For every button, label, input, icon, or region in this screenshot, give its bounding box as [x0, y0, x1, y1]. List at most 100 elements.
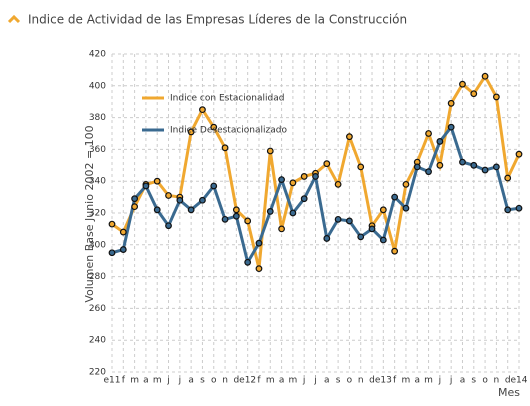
point [210, 182, 218, 190]
point [221, 144, 229, 152]
point [210, 123, 218, 131]
x-tick-label: j [302, 376, 306, 386]
point [244, 258, 252, 266]
legend-label: Indice con Estacionalidad [170, 94, 284, 104]
point [425, 168, 432, 176]
point [278, 176, 285, 184]
x-tick-label: n [222, 376, 228, 386]
point [119, 228, 127, 236]
x-axis-title: Mes [498, 386, 520, 399]
point [425, 130, 432, 137]
point [108, 249, 116, 257]
point [436, 161, 444, 169]
point [492, 163, 500, 171]
point [402, 204, 410, 212]
point [504, 174, 512, 182]
x-tick-label: m [424, 376, 433, 386]
x-tick-label: m [402, 376, 411, 386]
point [165, 192, 172, 199]
x-tick-label: a [324, 376, 330, 386]
point [255, 239, 263, 247]
point [323, 160, 331, 168]
x-tick-label: d [505, 376, 511, 386]
point [447, 99, 455, 107]
x-tick-label: s [471, 376, 476, 386]
point [232, 206, 240, 214]
point [278, 225, 285, 233]
point [187, 128, 195, 136]
y-tick-label: 240 [89, 336, 106, 346]
point [300, 195, 308, 203]
x-tick-label: e12 [239, 376, 256, 386]
x-tick-label: s [200, 376, 205, 386]
point [515, 204, 523, 212]
point [131, 195, 139, 203]
x-tick-label: j [178, 376, 182, 386]
point [255, 265, 263, 273]
point [199, 196, 206, 204]
x-tick-label: o [482, 376, 488, 386]
point [244, 217, 252, 225]
chart-title: Indice de Actividad de las Empresas Líde… [28, 13, 407, 27]
point [266, 147, 274, 155]
x-tick-label: e14 [511, 376, 528, 386]
x-tick-label: j [166, 376, 170, 386]
point [232, 212, 240, 220]
title-icon [7, 14, 21, 24]
y-tick-label: 320 [89, 209, 106, 219]
x-tick-label: m [266, 376, 275, 386]
x-tick-label: f [393, 376, 397, 386]
x-tick-label: a [414, 376, 420, 386]
x-tick-label: d [234, 376, 240, 386]
point [346, 133, 353, 141]
x-tick-label: f [257, 376, 261, 386]
y-tick-label: 340 [89, 177, 106, 187]
point [289, 179, 297, 187]
point [165, 222, 172, 230]
x-tick-label: m [153, 376, 162, 386]
x-tick-label: j [313, 376, 317, 386]
point [481, 72, 489, 80]
x-tick-label: n [494, 376, 500, 386]
point [153, 206, 161, 214]
point [391, 193, 399, 201]
point [323, 235, 331, 242]
x-tick-label: o [211, 376, 217, 386]
point [187, 206, 195, 214]
point [108, 220, 116, 228]
x-tick-label: j [449, 376, 453, 386]
point [300, 173, 308, 180]
y-tick-label: 260 [89, 304, 106, 314]
x-tick-label: f [122, 376, 126, 386]
point [379, 206, 387, 214]
y-tick-label: 360 [89, 145, 106, 155]
point [221, 215, 229, 223]
point [459, 80, 466, 88]
x-tick-label: m [288, 376, 297, 386]
x-tick-label: o [347, 376, 353, 386]
point [199, 106, 206, 114]
x-tick-label: e11 [104, 376, 121, 386]
point [153, 177, 161, 185]
point [334, 180, 342, 188]
x-tick-label: m [130, 376, 139, 386]
point [402, 180, 410, 188]
y-tick-label: 300 [89, 240, 106, 250]
y-tick-label: 420 [89, 50, 106, 60]
x-tick-label: a [460, 376, 466, 386]
y-tick-label: 220 [89, 368, 106, 378]
point [176, 196, 184, 204]
x-tick-label: e13 [375, 376, 392, 386]
point [368, 225, 376, 233]
x-tick-label: a [143, 376, 149, 386]
point [334, 215, 342, 223]
point [131, 203, 139, 211]
point [391, 247, 399, 255]
point [289, 209, 297, 217]
y-tick-label: 280 [89, 272, 106, 282]
point [492, 93, 500, 101]
x-tick-label: j [438, 376, 442, 386]
y-tick-label: 380 [89, 113, 106, 123]
x-tick-label: d [369, 376, 375, 386]
